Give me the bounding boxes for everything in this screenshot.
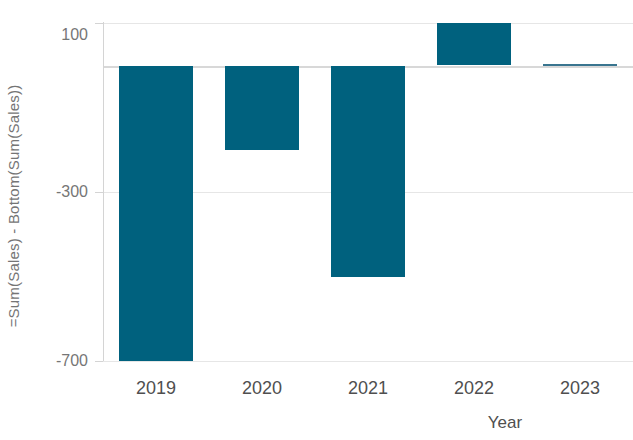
chart-canvas: =Sum(Sales) - Bottom(Sum(Sales)) Year 10… bbox=[0, 0, 633, 440]
y-tick-label: -700 bbox=[28, 353, 88, 369]
bar-2022[interactable] bbox=[437, 23, 511, 65]
x-tick-label: 2020 bbox=[209, 378, 315, 398]
x-axis-title: Year bbox=[455, 413, 555, 433]
y-tick-label: -300 bbox=[28, 184, 88, 200]
gridline bbox=[103, 23, 633, 24]
y-axis-line bbox=[103, 22, 104, 361]
axis-tick bbox=[95, 192, 103, 193]
y-tick-label: 100 bbox=[28, 27, 88, 43]
y-axis-title: =Sum(Sales) - Bottom(Sum(Sales)) bbox=[5, 31, 25, 381]
gridline bbox=[103, 361, 633, 362]
bar-2020[interactable] bbox=[225, 66, 299, 150]
x-tick-label: 2021 bbox=[315, 378, 421, 398]
x-tick-label: 2019 bbox=[103, 378, 209, 398]
x-tick-label: 2022 bbox=[421, 378, 527, 398]
x-tick-label: 2023 bbox=[527, 378, 633, 398]
bar-2023[interactable] bbox=[543, 64, 617, 66]
bar-2019[interactable] bbox=[119, 66, 193, 361]
bar-2021[interactable] bbox=[331, 66, 405, 277]
axis-tick bbox=[95, 23, 103, 24]
axis-tick bbox=[95, 361, 103, 362]
